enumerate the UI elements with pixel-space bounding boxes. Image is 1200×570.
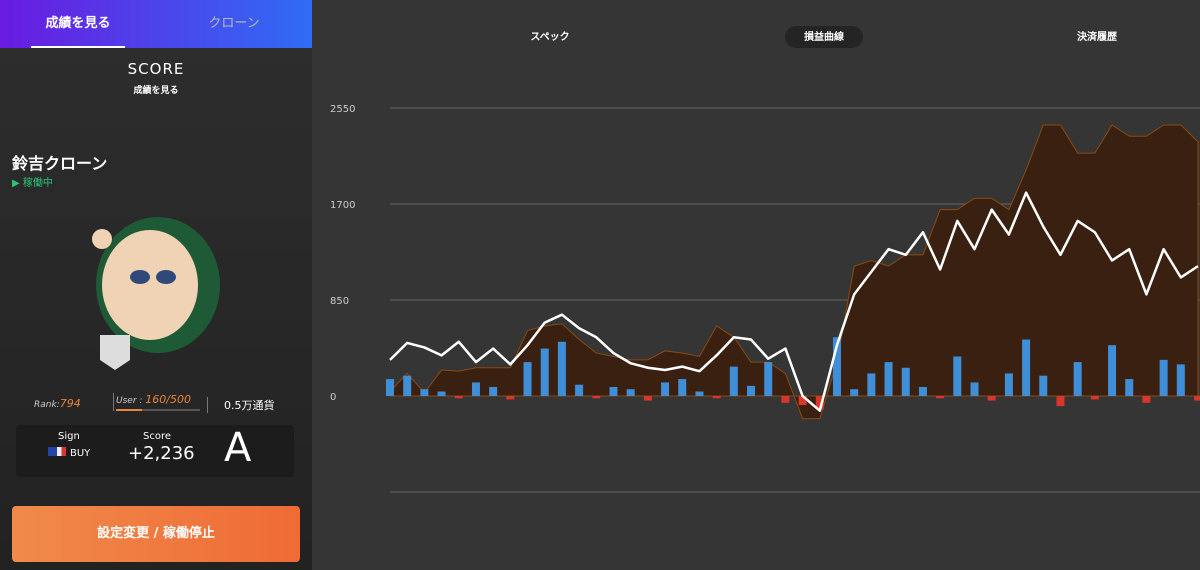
bar [747, 385, 756, 396]
user-value: 160/500 [145, 393, 191, 406]
bar [1090, 396, 1099, 400]
avatar [92, 217, 220, 370]
y-tick-label: 0 [330, 392, 336, 403]
bar [1159, 359, 1168, 396]
score-label: Score [143, 431, 172, 442]
bar [1108, 345, 1117, 396]
chart-tab[interactable]: 損益曲線 [804, 30, 844, 43]
bar [695, 391, 704, 396]
chart-tab[interactable]: スペック [530, 31, 569, 43]
bar [678, 379, 687, 396]
grade: A [224, 425, 252, 471]
bar [729, 366, 738, 396]
bar [1142, 396, 1151, 403]
bar [850, 389, 859, 396]
bar [609, 386, 618, 396]
bar [815, 396, 824, 410]
bar [1073, 362, 1082, 396]
tab[interactable]: クローン [208, 16, 260, 31]
bar [712, 396, 721, 399]
bar [936, 396, 945, 399]
bar [540, 348, 549, 396]
chart-tab-active [785, 26, 863, 48]
bar [884, 362, 893, 396]
sign-label: Sign [58, 431, 80, 442]
bar [454, 396, 463, 399]
score-card: Sign BUY Score +2,236 A [16, 425, 294, 477]
user: User : 160/500 [113, 393, 200, 411]
bar [592, 396, 601, 399]
y-tick-label: 1700 [330, 200, 355, 211]
bar [798, 396, 807, 406]
bar [1039, 375, 1048, 396]
bar [1056, 396, 1065, 407]
pnl-line [389, 191, 1199, 412]
chart-tab[interactable]: 決済履歴 [1077, 30, 1117, 43]
user-label: User : [116, 396, 143, 406]
settings-button[interactable]: 設定変更 / 稼働停止 [12, 506, 300, 562]
bar [832, 337, 841, 396]
rank-value: 794 [59, 397, 81, 410]
bar [1004, 373, 1013, 396]
sidebar: 成績を見る クローン SCORE 成績を見る 鈴吉クローン ▶ 稼働中 Rank… [0, 0, 312, 570]
bar [867, 373, 876, 396]
bar [1125, 379, 1134, 396]
bar [987, 396, 996, 401]
bar [557, 341, 566, 396]
bar [437, 391, 446, 396]
bar [643, 396, 652, 401]
rank: Rank:794 [34, 397, 81, 410]
bar [420, 389, 429, 396]
rank-label: Rank: [34, 400, 60, 410]
score-title: SCORE [127, 60, 185, 78]
sign: BUY [48, 447, 90, 459]
bar [970, 382, 979, 396]
score-value: +2,236 [128, 443, 195, 464]
bar [386, 379, 394, 396]
bar [764, 362, 773, 396]
score-subtitle: 成績を見る [133, 86, 179, 96]
clone-name: 鈴吉クローン [12, 154, 108, 173]
bar [953, 356, 962, 396]
y-tick-label: 850 [330, 296, 349, 307]
status-text: 稼働中 [22, 178, 53, 189]
bar [1194, 396, 1200, 401]
bar [506, 396, 515, 400]
area [389, 124, 1199, 420]
bar [1022, 339, 1031, 396]
bar [918, 386, 927, 396]
bar [781, 396, 790, 403]
bar [403, 375, 412, 396]
bar [626, 389, 635, 396]
bar [489, 386, 498, 396]
bar [575, 384, 584, 396]
status: ▶ 稼働中 [12, 178, 53, 189]
sign-value: BUY [70, 448, 91, 459]
lot: 0.5万通貨 [207, 397, 275, 413]
tab[interactable]: 成績を見る [0, 0, 156, 48]
bar [901, 367, 910, 396]
tabs: 成績を見る クローン [0, 0, 312, 48]
bar [471, 382, 480, 396]
bar [523, 362, 532, 396]
bar [661, 382, 670, 396]
y-tick-label: 2550 [330, 104, 355, 115]
bar [1176, 364, 1185, 396]
